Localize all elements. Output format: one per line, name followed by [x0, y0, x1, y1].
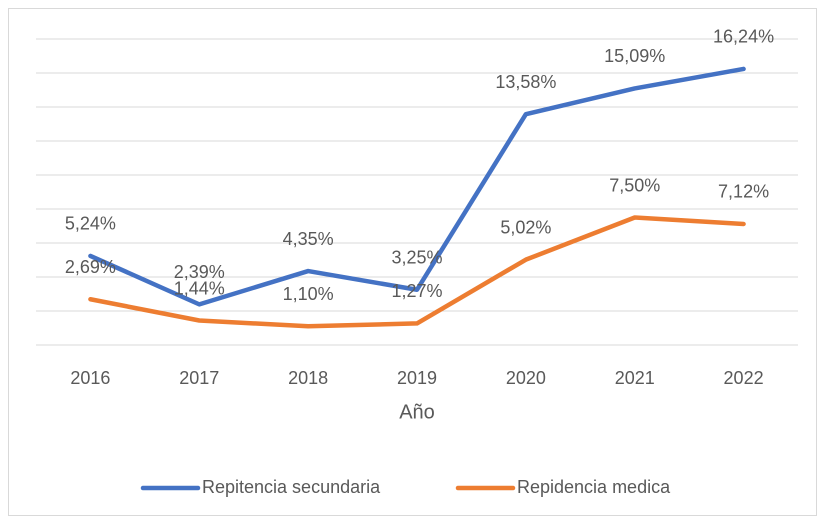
x-tick-label: 2016 [70, 368, 110, 388]
data-label: 3,25% [391, 248, 442, 268]
series-line [88, 66, 746, 307]
x-tick-label: 2020 [506, 368, 546, 388]
data-label: 4,35% [283, 229, 334, 249]
x-tick-label: 2021 [615, 368, 655, 388]
series-line [88, 215, 746, 329]
x-tick-label: 2022 [724, 368, 764, 388]
x-tick-label: 2019 [397, 368, 437, 388]
data-label: 1,10% [283, 284, 334, 304]
data-label: 7,12% [718, 182, 769, 202]
data-label: 5,24% [65, 214, 116, 234]
data-label: 7,50% [609, 175, 660, 195]
x-axis-title: Año [399, 401, 435, 423]
x-tick-label: 2017 [179, 368, 219, 388]
legend-label: Repidencia medica [517, 477, 671, 497]
data-label: 1,27% [391, 281, 442, 301]
legend-label: Repitencia secundaria [202, 477, 381, 497]
chart-frame [8, 8, 817, 516]
data-label: 16,24% [713, 27, 774, 47]
x-tick-label: 2018 [288, 368, 328, 388]
data-label: 2,69% [65, 257, 116, 277]
data-label: 1,44% [174, 278, 225, 298]
data-label: 13,58% [495, 72, 556, 92]
data-label: 2,39% [174, 262, 225, 282]
data-label: 5,02% [500, 217, 551, 237]
data-label: 15,09% [604, 46, 665, 66]
